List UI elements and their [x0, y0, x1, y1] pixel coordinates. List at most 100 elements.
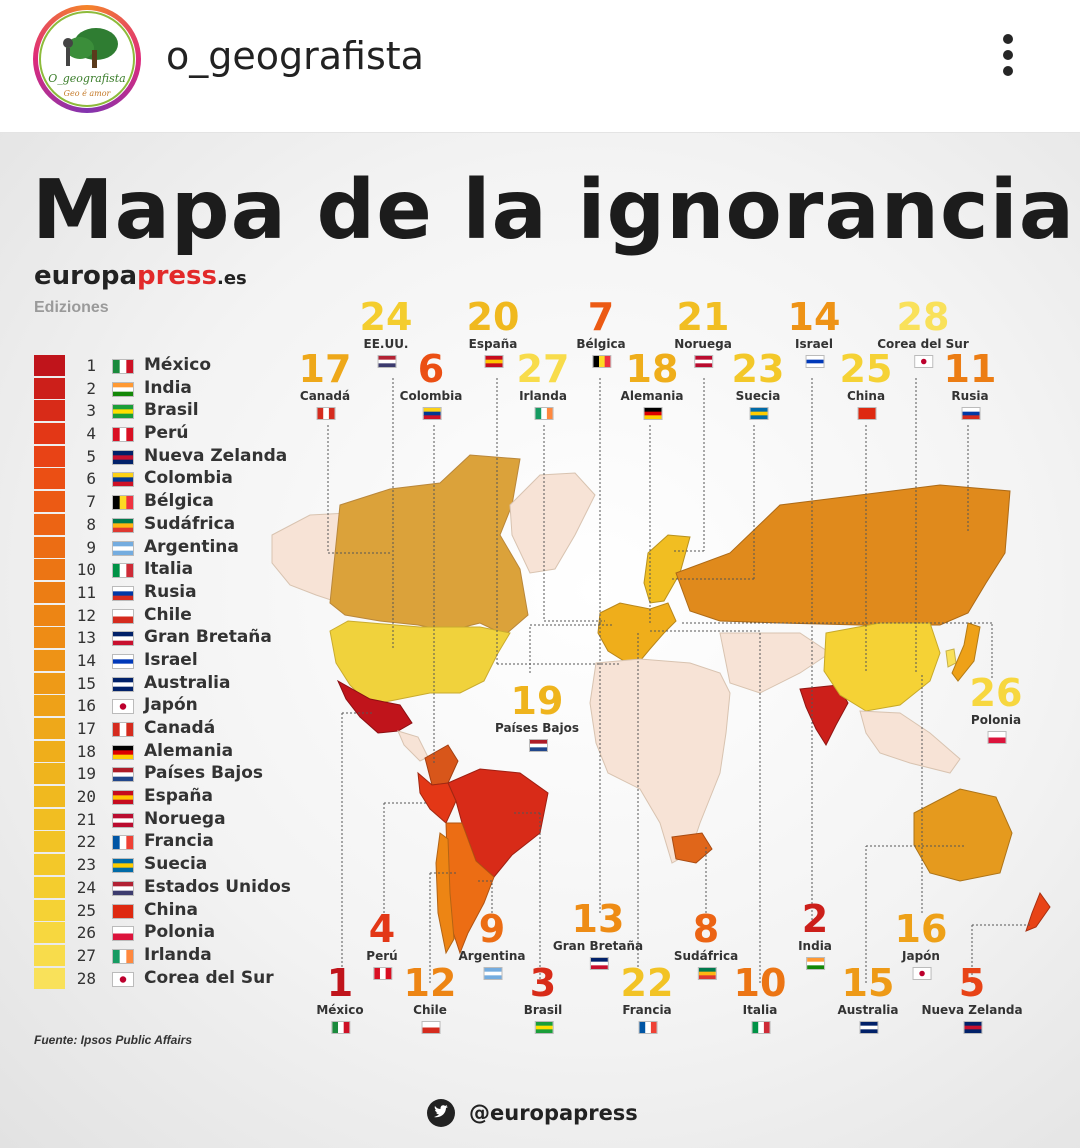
country-label: 3 Brasil	[523, 963, 563, 1039]
legend-swatch	[34, 581, 65, 603]
flag-icon	[112, 404, 134, 420]
country-name: Noruega	[674, 337, 732, 351]
legend-rank: 25	[76, 900, 96, 920]
legend-country: Países Bajos	[144, 763, 264, 784]
legend-swatch	[34, 604, 65, 626]
flag-icon	[422, 407, 442, 420]
country-name: Chile	[413, 1003, 447, 1017]
legend-rank: 18	[76, 741, 96, 761]
flag-icon	[377, 355, 397, 368]
legend-rank: 6	[86, 469, 96, 489]
country-label: 28 Corea del Sur	[877, 297, 969, 373]
avatar-text: O_geografista	[48, 72, 126, 85]
country-name: Israel	[795, 337, 833, 351]
country-rank: 21	[676, 295, 730, 339]
legend-swatch	[34, 513, 65, 535]
flag-icon	[112, 699, 134, 715]
username[interactable]: o_geografista	[166, 34, 424, 78]
legend-swatch	[34, 899, 65, 921]
legend-swatch	[34, 491, 65, 513]
legend-country: Chile	[144, 604, 192, 625]
flag-icon	[112, 563, 134, 579]
legend-country: Perú	[144, 423, 189, 444]
flag-icon	[589, 957, 609, 970]
flag-icon	[112, 585, 134, 601]
legend-country: India	[144, 377, 192, 398]
flag-icon	[912, 967, 932, 980]
country-label: 22 Francia	[620, 961, 674, 1039]
legend-country: Corea del Sur	[144, 967, 274, 988]
legend-swatch	[34, 740, 65, 762]
country-label: 6 Colombia	[400, 349, 462, 425]
legend-rank: 10	[76, 560, 96, 580]
legend-swatch	[34, 922, 65, 944]
legend-rank: 28	[76, 968, 96, 988]
country-rank: 7	[587, 295, 615, 339]
flag-icon	[914, 355, 934, 368]
flag-icon	[112, 722, 134, 737]
legend-country: Bélgica	[144, 491, 214, 512]
country-name: Perú	[366, 949, 398, 963]
country-label: 11 Rusia	[943, 347, 997, 425]
country-name: Bélgica	[576, 337, 626, 351]
flag-icon	[534, 1021, 554, 1034]
flag-icon	[112, 608, 134, 624]
legend-rank: 9	[86, 537, 96, 557]
country-rank: 22	[620, 961, 674, 1005]
country-name: Sudáfrica	[673, 949, 739, 963]
country-name: Alemania	[620, 389, 684, 403]
flag-icon	[112, 812, 134, 828]
leader-lines	[327, 378, 1030, 983]
infographic-title: Mapa de la ignorancia	[32, 163, 1076, 258]
country-label: 14 Israel	[788, 297, 840, 373]
flag-icon	[373, 967, 393, 980]
legend-swatch	[34, 355, 65, 376]
legend-rank: 17	[76, 719, 96, 738]
legend-country: Francia	[144, 831, 214, 852]
flag-icon	[112, 948, 134, 964]
flag-icon	[421, 1021, 441, 1034]
brand-part-b: press	[136, 261, 218, 291]
brand-subtitle: Ediziones	[34, 299, 109, 316]
country-name: Suecia	[735, 389, 781, 403]
country-label: 5 Nueva Zelanda	[921, 961, 1023, 1039]
country-name: Brasil	[523, 1003, 563, 1017]
flag-icon	[534, 407, 554, 420]
flag-icon	[638, 1021, 658, 1034]
legend-rank: 23	[76, 855, 96, 875]
more-options-icon[interactable]	[990, 28, 1026, 88]
country-rank: 8	[692, 907, 720, 951]
legend-rank: 5	[86, 446, 96, 466]
flag-icon	[112, 540, 134, 556]
country-rank: 27	[516, 347, 570, 391]
flag-icon	[112, 858, 134, 874]
flag-icon	[112, 676, 134, 692]
flag-icon	[112, 359, 134, 374]
brand-part-c: .es	[217, 268, 247, 289]
country-name: España	[468, 337, 518, 351]
legend-swatch	[34, 695, 65, 717]
flag-icon	[859, 1021, 879, 1034]
legend-country: Italia	[144, 559, 194, 580]
country-rank: 5	[958, 961, 986, 1005]
legend-swatch	[34, 445, 65, 467]
legend-country: Argentina	[144, 536, 239, 557]
profile-avatar[interactable]: O_geografista Geo é amor	[33, 5, 141, 113]
flag-icon	[112, 472, 134, 488]
country-rank: 11	[943, 347, 997, 391]
flag-icon	[331, 1021, 351, 1034]
country-label: 25 China	[840, 349, 892, 425]
flag-icon	[963, 1021, 983, 1034]
flag-icon	[112, 903, 134, 919]
legend-country: Noruega	[144, 808, 226, 829]
avatar-subtext: Geo é amor	[64, 89, 112, 98]
post-header: O_geografista Geo é amor o_geografista	[0, 0, 1080, 133]
country-label: 9 Argentina	[459, 909, 525, 985]
legend-rank: 1	[86, 356, 96, 375]
flag-icon	[112, 449, 134, 465]
legend-country: Canadá	[144, 718, 216, 738]
country-rank: 24	[359, 295, 413, 339]
country-label: 4 Perú	[366, 909, 398, 985]
legend-rank: 27	[76, 945, 96, 965]
flag-icon	[112, 381, 134, 397]
